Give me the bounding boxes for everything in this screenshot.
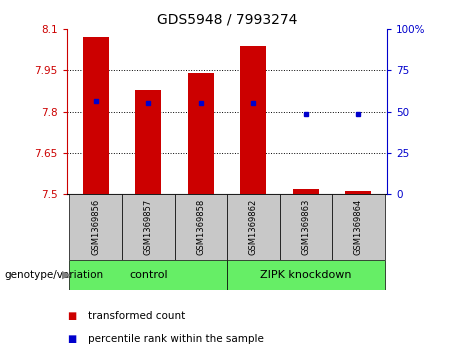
Text: genotype/variation: genotype/variation [5, 270, 104, 280]
Text: GSM1369862: GSM1369862 [249, 199, 258, 255]
Text: control: control [129, 270, 167, 280]
Bar [70, 260, 227, 290]
Text: percentile rank within the sample: percentile rank within the sample [88, 334, 264, 344]
Bar [293, 189, 319, 194]
Title: GDS5948 / 7993274: GDS5948 / 7993274 [157, 12, 297, 26]
Bar [135, 90, 161, 194]
Bar [83, 37, 109, 194]
Bar [240, 46, 266, 194]
Bar [332, 194, 384, 260]
Text: ZIPK knockdown: ZIPK knockdown [260, 270, 352, 280]
Bar [345, 191, 372, 194]
Bar [70, 194, 122, 260]
Text: ■: ■ [67, 334, 76, 344]
Text: GSM1369857: GSM1369857 [144, 199, 153, 255]
Text: ■: ■ [67, 311, 76, 321]
Bar [122, 194, 175, 260]
Bar [188, 73, 214, 194]
Text: GSM1369864: GSM1369864 [354, 199, 363, 255]
Text: transformed count: transformed count [88, 311, 185, 321]
Bar [279, 194, 332, 260]
Text: ▶: ▶ [62, 270, 71, 280]
Bar [175, 194, 227, 260]
Bar [227, 194, 279, 260]
Text: GSM1369858: GSM1369858 [196, 199, 205, 255]
Text: GSM1369863: GSM1369863 [301, 199, 310, 255]
Text: GSM1369856: GSM1369856 [91, 199, 100, 255]
Bar [227, 260, 384, 290]
